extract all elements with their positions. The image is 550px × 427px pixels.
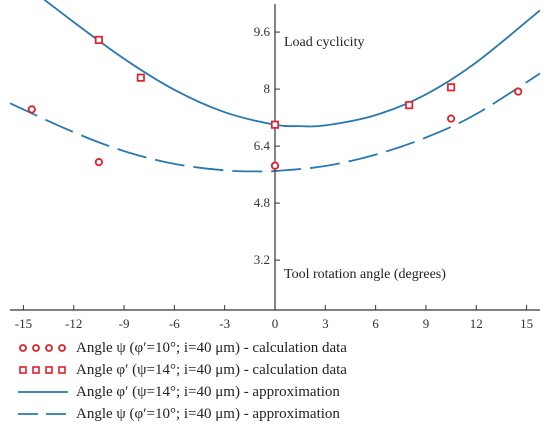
x-tick-label: 15 <box>520 316 533 330</box>
circle-data-point <box>447 114 456 123</box>
circle-data-point <box>27 105 36 114</box>
square-marker-icon <box>19 366 66 374</box>
circle-data-point <box>514 87 523 96</box>
dashed-approximation-line <box>10 72 540 173</box>
circle-data-point <box>94 158 103 167</box>
dashed-line-icon <box>18 413 68 415</box>
solid-line-icon <box>18 391 68 393</box>
x-tick-label: -12 <box>65 316 82 330</box>
x-tick-label: 12 <box>470 316 483 330</box>
x-tick-label: 9 <box>423 316 430 330</box>
x-tick-label: -3 <box>219 316 230 330</box>
solid-approximation-line <box>43 0 540 128</box>
x-tick-label: 0 <box>272 316 279 330</box>
circle-data-point <box>270 161 280 170</box>
chart: -15 -12 -9 -6 -3 0 3 6 9 12 15 3.2 4.8 6.4 8 9.6 Load c… <box>10 0 540 330</box>
x-tick-label: -9 <box>119 316 130 330</box>
axes <box>10 4 540 311</box>
x-axis-title: Tool rotation angle (degrees) <box>284 267 446 282</box>
legend-label-circles: Angle ψ (φ′=10°; i=40 μm) - calculation … <box>76 339 347 356</box>
legend-item-circles: Angle ψ (φ′=10°; i=40 μm) - calculation … <box>18 337 347 359</box>
y-tick-label: 8 <box>264 81 271 96</box>
legend-label-dashed-line: Angle ψ (φ′=10°; i=40 μm) - approximatio… <box>76 405 340 422</box>
x-tick-label: -6 <box>169 316 180 330</box>
legend-item-squares: Angle φ′ (ψ=14°; i=40 μm) - calculation … <box>18 359 347 381</box>
x-tick-label: -15 <box>15 316 32 330</box>
y-tick-label: 4.8 <box>254 195 270 210</box>
legend-label-solid-line: Angle φ′ (ψ=14°; i=40 μm) - approximatio… <box>76 383 340 400</box>
curves <box>10 0 540 173</box>
legend: Angle ψ (φ′=10°; i=40 μm) - calculation … <box>18 337 347 425</box>
points <box>27 35 523 170</box>
square-data-point <box>136 73 145 82</box>
x-tick-label: 6 <box>372 316 379 330</box>
y-axis-title: Load cyclicity <box>284 35 364 50</box>
y-tick-label: 6.4 <box>254 138 271 153</box>
circle-marker-icon <box>19 344 66 352</box>
y-tick-label: 9.6 <box>254 24 271 39</box>
square-data-point <box>405 101 414 110</box>
square-data-point <box>270 120 280 129</box>
legend-item-dashed-line: Angle ψ (φ′=10°; i=40 μm) - approximatio… <box>18 403 347 425</box>
y-tick-label: 3.2 <box>254 252 270 267</box>
legend-item-solid-line: Angle φ′ (ψ=14°; i=40 μm) - approximatio… <box>18 381 347 403</box>
x-tick-label: 3 <box>322 316 329 330</box>
ticks: -15 -12 -9 -6 -3 0 3 6 9 12 15 3.2 4.8 6.4 8 9.6 <box>15 24 533 330</box>
legend-label-squares: Angle φ′ (ψ=14°; i=40 μm) - calculation … <box>76 361 347 378</box>
square-data-point <box>447 83 456 92</box>
square-data-point <box>94 35 103 44</box>
